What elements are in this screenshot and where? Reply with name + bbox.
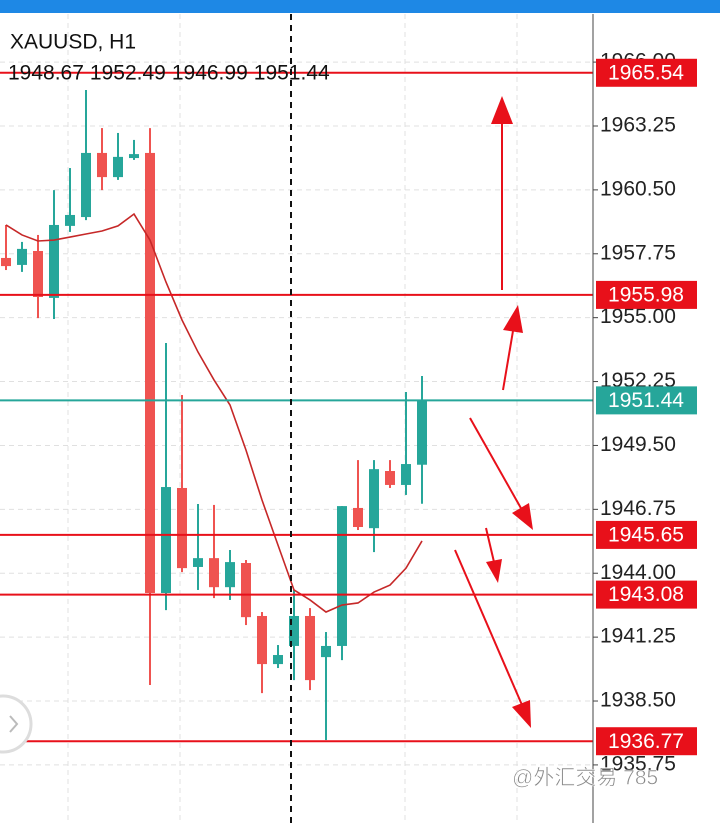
candle-body (17, 248, 27, 265)
arrow (454, 549, 523, 706)
candle-body (49, 224, 59, 298)
y-tick-label: 1946.75 (600, 497, 676, 520)
candle-body (257, 615, 267, 665)
y-tick-label: 1941.25 (600, 625, 676, 648)
nav-button[interactable] (0, 694, 33, 754)
candle-body (177, 487, 187, 569)
y-tick-label: 1944.00 (600, 561, 676, 584)
candle-body (161, 487, 171, 593)
y-tick-label: 1960.50 (600, 177, 676, 200)
candle-body (97, 152, 107, 178)
y-tick-label: 1949.50 (600, 433, 676, 456)
ohlc-value: 1948.67 (8, 62, 84, 85)
y-tick-label: 1957.75 (600, 241, 676, 264)
y-tick-label: 1963.25 (600, 114, 676, 137)
candle-body (113, 156, 123, 178)
candle-body (321, 645, 331, 658)
candle-body (385, 471, 395, 485)
price-level-label: 1936.77 (608, 730, 684, 753)
price-level-box (596, 520, 697, 549)
price-level-label: 1965.54 (608, 61, 684, 84)
plot-area (0, 61, 593, 766)
watermark: @外汇交易 785 (512, 767, 658, 790)
price-level-box (596, 727, 697, 756)
candle-body (129, 154, 139, 159)
nav-chevron (9, 715, 19, 733)
price-level-box (596, 280, 697, 309)
candle-body (209, 558, 219, 588)
arrow-head (512, 503, 533, 530)
candle-body (369, 469, 379, 529)
candle-body (417, 400, 427, 465)
y-tick-label: 1955.00 (600, 305, 676, 328)
candle-body (241, 563, 251, 618)
candle-body (65, 214, 75, 226)
candle-body (305, 615, 315, 681)
candle-body (81, 152, 91, 218)
arrow-head (491, 96, 513, 124)
price-level-box (596, 580, 697, 609)
candle-body (145, 152, 155, 593)
candle-body (1, 257, 11, 267)
candle-body (337, 506, 347, 646)
arrow-head (486, 559, 502, 583)
arrow-head (512, 700, 531, 728)
moving-average (5, 212, 423, 613)
nav-circle[interactable] (0, 694, 33, 754)
arrow (485, 527, 495, 563)
arrow (469, 417, 523, 511)
arrow-head (503, 305, 523, 333)
y-tick-label: 1938.50 (600, 689, 676, 712)
ohlc-value: 1946.99 (172, 62, 248, 85)
candle-body (33, 250, 43, 297)
chart-title: XAUUSD, H1 (10, 31, 136, 54)
price-level-label: 1945.65 (608, 523, 684, 546)
candle-body (193, 558, 203, 567)
candle-body (225, 562, 235, 588)
price-level-label: 1943.08 (608, 583, 684, 606)
price-level-box (596, 58, 697, 87)
arrow (502, 324, 515, 391)
ohlc-value: 1951.44 (254, 62, 330, 85)
arrows (454, 96, 533, 728)
candle-body (401, 464, 411, 485)
ohlc-value: 1952.49 (90, 62, 166, 85)
y-tick-label: 1935.75 (600, 752, 676, 775)
price-axis: 1966.001963.251960.501957.751955.001952.… (593, 50, 697, 775)
price-level-label: 1951.44 (608, 389, 684, 412)
ohlc-header: 1948.67 1952.49 1946.99 1951.44 (8, 62, 330, 85)
candle-body (273, 655, 283, 665)
candle-body (353, 507, 363, 528)
y-tick-label: 1952.25 (600, 369, 676, 392)
price-level-label: 1955.98 (608, 283, 684, 306)
candle-body (289, 615, 299, 646)
status-bar (0, 0, 720, 13)
price-level-box (596, 386, 697, 415)
